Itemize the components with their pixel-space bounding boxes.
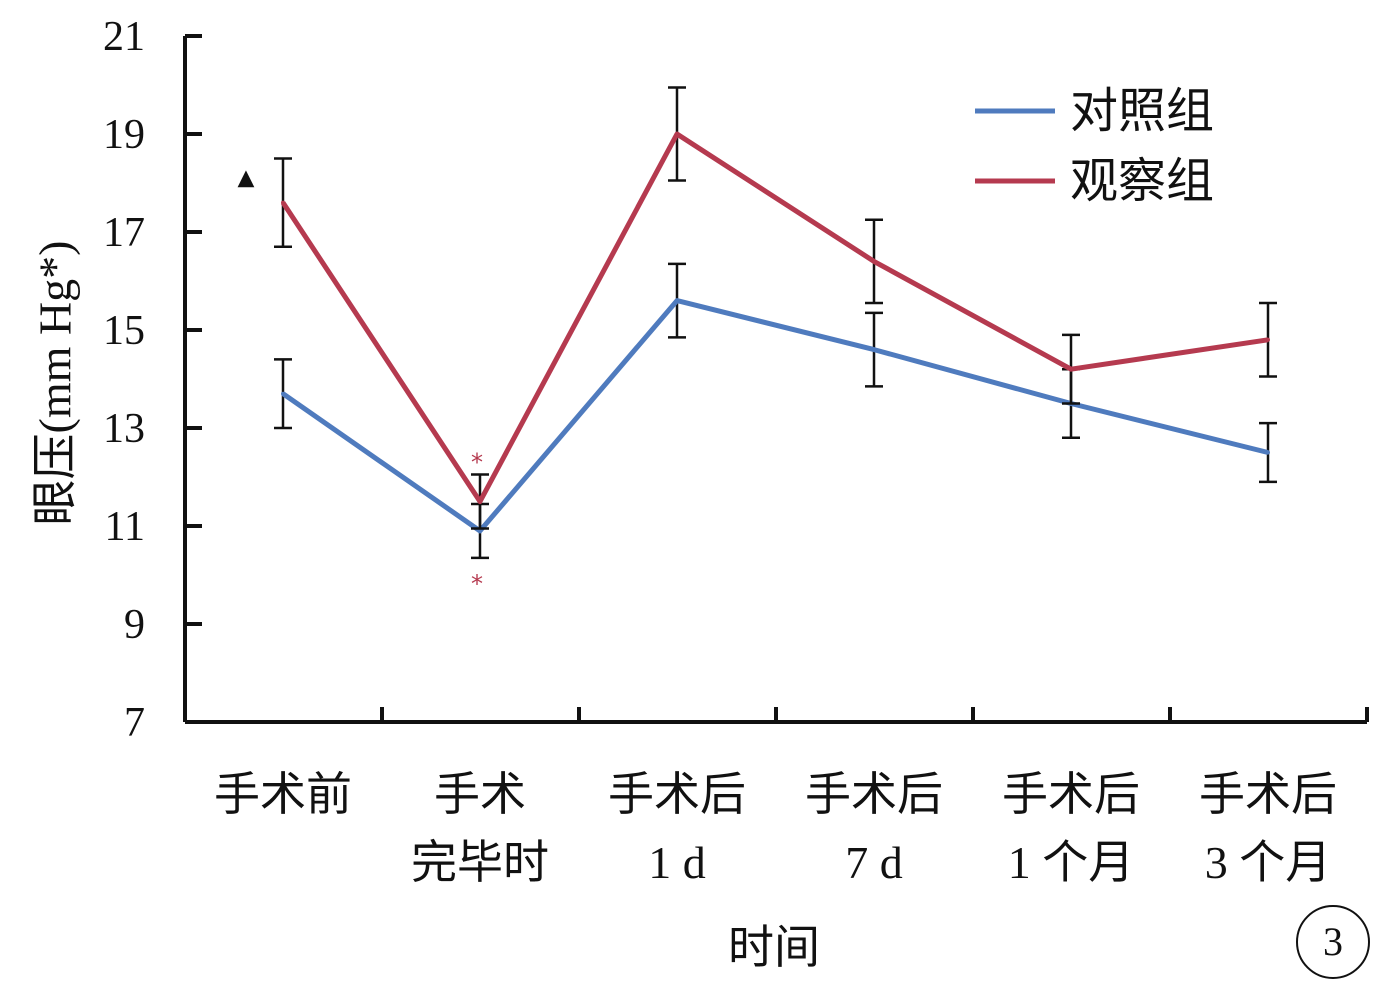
x-tick-label: 手术后 — [1199, 769, 1337, 820]
x-tick-label: 手术后 — [1002, 769, 1140, 820]
data-point — [1266, 337, 1270, 342]
y-tick-label: 9 — [124, 602, 145, 648]
x-tick-label-line2: 1 d — [648, 837, 706, 888]
y-tick-label: 15 — [103, 308, 145, 354]
data-point — [281, 200, 285, 205]
panel-number-label: 3 — [1323, 919, 1343, 964]
x-tick-label: 手术前 — [214, 769, 352, 820]
data-point — [1069, 367, 1073, 372]
triangle-marker: ▲ — [238, 166, 255, 191]
y-axis-title: 眼压(mm Hg*) — [30, 241, 81, 526]
series-control — [274, 262, 1277, 560]
data-point — [675, 132, 679, 136]
x-axis-title: 时间 — [728, 922, 820, 973]
y-tick-label: 21 — [103, 14, 145, 60]
x-tick-label-line2: 3 个月 — [1205, 837, 1332, 888]
series-line — [281, 298, 1269, 534]
series-line — [280, 131, 1269, 504]
data-point — [675, 298, 679, 303]
y-tick-label: 7 — [124, 700, 145, 746]
x-tick-label-line2: 1 个月 — [1008, 837, 1135, 888]
x-tick-label: 手术 — [434, 769, 526, 820]
data-point — [478, 528, 482, 533]
series-observation — [274, 86, 1277, 530]
significance-asterisk: * — [471, 570, 483, 598]
legend-label-control: 对照组 — [1070, 85, 1214, 138]
x-tick-label-line2: 7 d — [845, 837, 903, 888]
data-point — [1266, 450, 1270, 455]
legend-label-observation: 观察组 — [1070, 155, 1214, 208]
series-layer — [274, 86, 1277, 560]
x-tick-label: 手术后 — [608, 769, 746, 820]
data-point — [478, 499, 482, 504]
significance-asterisk: * — [471, 449, 483, 477]
data-point — [281, 391, 285, 396]
y-tick-label: 11 — [105, 504, 145, 550]
data-point — [872, 259, 876, 264]
y-tick-label: 19 — [103, 112, 145, 158]
y-tick-label: 17 — [103, 210, 145, 256]
x-tick-label-line2: 完毕时 — [411, 837, 549, 888]
y-tick-label: 13 — [103, 406, 145, 452]
x-tick-label: 手术后 — [805, 769, 943, 820]
annotations: ▲ * * — [238, 166, 483, 598]
legend: 对照组 观察组 — [975, 85, 1214, 208]
data-point — [872, 347, 876, 352]
panel-number-badge: 3 — [1296, 905, 1370, 979]
